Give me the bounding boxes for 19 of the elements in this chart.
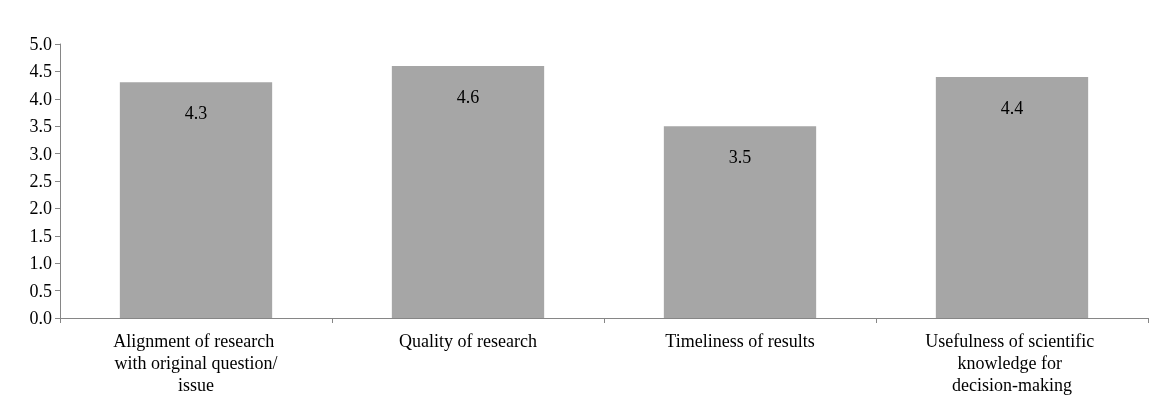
x-tick-label: Usefulness of scientific knowledge for decision-making: [925, 331, 1099, 395]
y-tick-label: 3.0: [29, 143, 52, 164]
x-tick-label: Alignment of research with original question/issue: [113, 331, 279, 395]
x-tick-label: Timeliness of results: [665, 331, 815, 351]
y-tick-label: 1.5: [29, 225, 52, 246]
data-label: 4.4: [1000, 97, 1024, 118]
data-label: 4.3: [184, 103, 208, 124]
y-tick-label: 0.0: [29, 308, 52, 328]
y-tick-label: 0.5: [29, 280, 52, 301]
y-tick-label: 4.5: [29, 61, 52, 82]
x-tick-label: Quality of research: [399, 331, 537, 351]
data-label: 3.5: [728, 147, 752, 168]
y-tick-label: 4.0: [29, 88, 52, 109]
y-tick-label: 3.5: [29, 116, 52, 137]
y-tick-label: 1.0: [29, 253, 52, 274]
data-label: 4.6: [456, 86, 480, 107]
y-tick-label: 2.5: [29, 171, 52, 191]
y-tick-label: 2.0: [29, 198, 52, 219]
y-tick-label: 5.0: [29, 34, 52, 54]
